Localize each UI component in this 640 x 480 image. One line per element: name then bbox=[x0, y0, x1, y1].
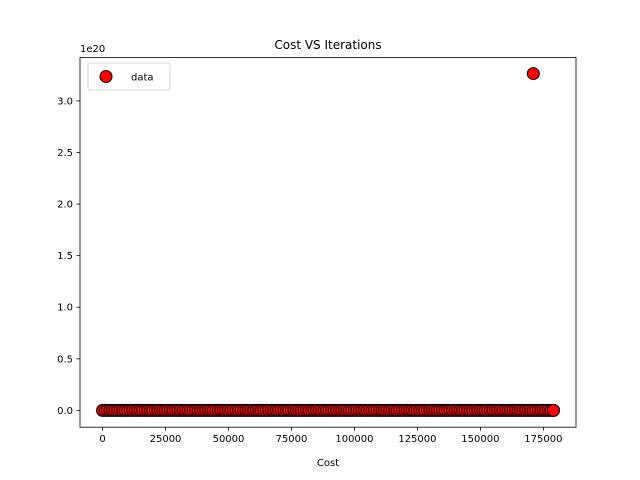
data-points bbox=[96, 67, 560, 417]
x-axis: 0 25000 50000 75000 100000 125000 150000 175000 bbox=[99, 427, 562, 445]
x-tick-label: 150000 bbox=[461, 434, 499, 445]
x-tick-label: 75000 bbox=[276, 434, 308, 445]
y-axis: 0.0 0.5 1.0 1.5 2.0 2.5 3.0 bbox=[57, 96, 80, 417]
y-tick-label: 2.5 bbox=[57, 148, 73, 159]
y-tick-label: 0.0 bbox=[57, 406, 73, 417]
plot-frame bbox=[79, 57, 577, 428]
legend-marker bbox=[99, 70, 113, 83]
x-tick-label: 175000 bbox=[524, 434, 562, 445]
y-tick-label: 1.0 bbox=[57, 303, 73, 314]
x-tick-label: 0 bbox=[99, 434, 105, 445]
y-tick-label: 3.0 bbox=[57, 96, 73, 107]
x-tick-label: 100000 bbox=[335, 434, 373, 445]
x-tick-label: 50000 bbox=[213, 434, 245, 445]
legend-entry-data: data bbox=[131, 73, 154, 84]
legend-box bbox=[87, 62, 171, 91]
y-tick-label: 2.0 bbox=[57, 200, 73, 211]
y-tick-label: 0.5 bbox=[57, 354, 73, 365]
x-axis-label: Cost bbox=[317, 458, 339, 469]
y-offset-label: 1e20 bbox=[80, 44, 105, 55]
data-point bbox=[526, 67, 540, 81]
x-tick-label: 25000 bbox=[150, 434, 182, 445]
y-tick-label: 1.5 bbox=[57, 251, 73, 262]
data-point bbox=[546, 403, 560, 417]
legend: data bbox=[87, 62, 171, 91]
x-tick-label: 125000 bbox=[398, 434, 436, 445]
chart-title: Cost VS Iterations bbox=[274, 38, 381, 52]
